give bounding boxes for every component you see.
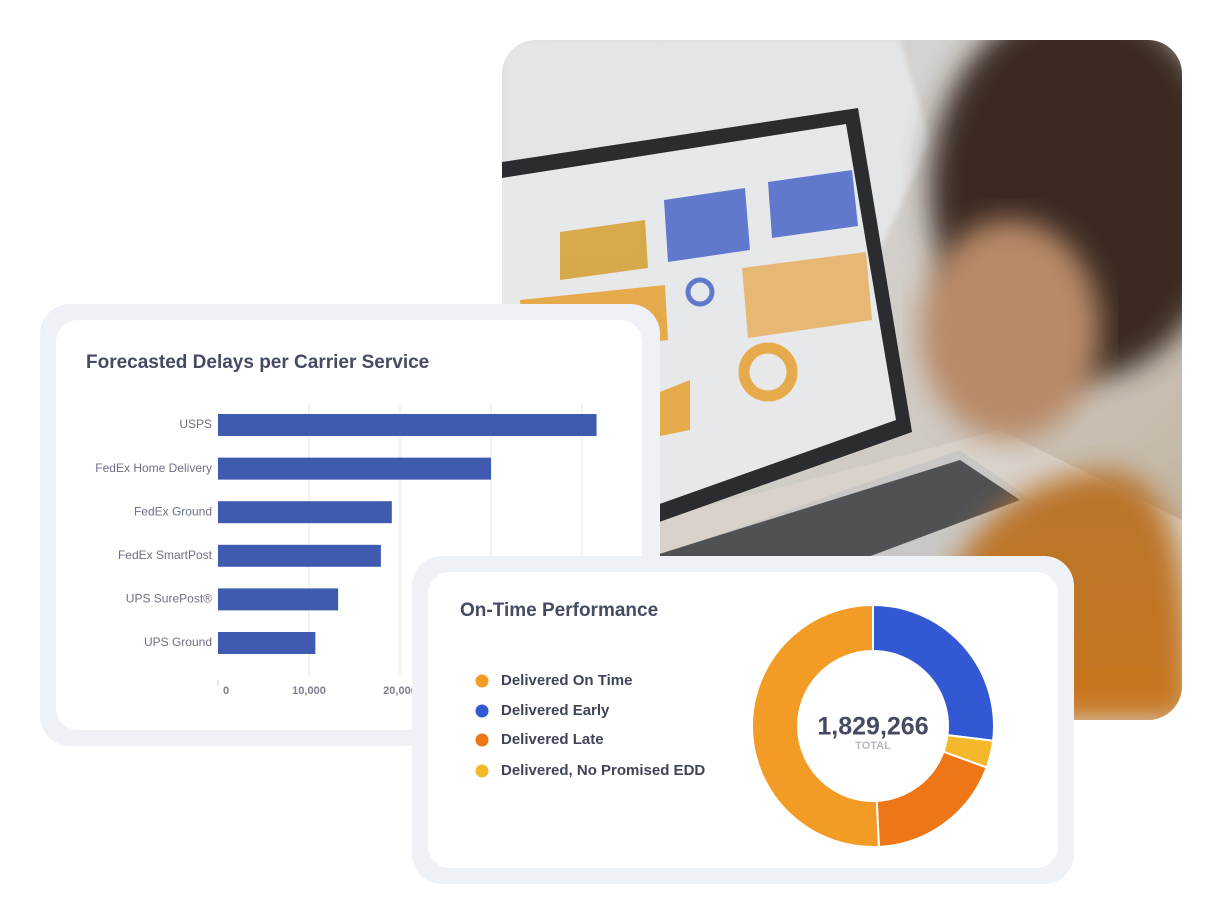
legend-label: Delivered On Time bbox=[501, 672, 632, 689]
donut-chart: Delivered On Time Delivered Early Delivere… bbox=[475, 603, 995, 848]
donut-segment bbox=[872, 603, 995, 742]
donut-total-label: TOTAL bbox=[855, 740, 891, 752]
category-label: FedEx Ground bbox=[134, 504, 212, 518]
x-tick-label: 0 bbox=[223, 685, 229, 697]
category-label: UPS SurePost® bbox=[126, 592, 212, 606]
x-tick-label: 20,000 bbox=[383, 685, 417, 697]
legend-marker bbox=[475, 674, 489, 688]
legend-label: Delivered Early bbox=[501, 702, 610, 719]
category-label: FedEx Home Delivery bbox=[95, 461, 212, 475]
x-tick-label: 10,000 bbox=[292, 685, 326, 697]
bar bbox=[218, 457, 491, 480]
legend-marker bbox=[475, 764, 489, 778]
bar bbox=[218, 414, 597, 436]
bar bbox=[218, 632, 316, 654]
category-label: FedEx SmartPost bbox=[118, 548, 213, 562]
bar bbox=[218, 544, 381, 567]
legend-label: Delivered, No Promised EDD bbox=[501, 762, 705, 779]
chart-title: Forecasted Delays per Carrier Service bbox=[86, 352, 429, 373]
bar bbox=[218, 588, 339, 611]
legend-label: Delivered Late bbox=[501, 731, 604, 748]
legend-marker bbox=[475, 733, 489, 747]
donut-segment bbox=[751, 603, 881, 848]
category-label: USPS bbox=[179, 417, 212, 431]
donut-total: 1,829,266 bbox=[817, 713, 928, 741]
bar bbox=[218, 501, 392, 524]
legend-marker bbox=[475, 704, 489, 718]
category-label: UPS Ground bbox=[144, 635, 212, 649]
chart-title: On-Time Performance bbox=[460, 600, 658, 621]
